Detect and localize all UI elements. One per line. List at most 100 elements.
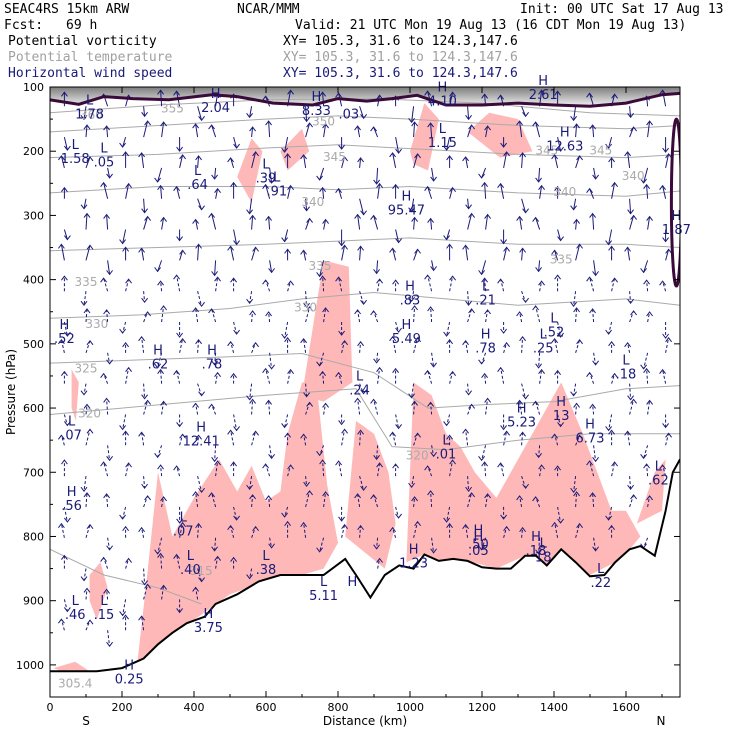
wind-barb: [268, 216, 271, 230]
wind-barb-head: [249, 310, 256, 316]
hl-value: 1.78: [75, 107, 104, 122]
wind-barb-head: [157, 464, 164, 470]
wind-barb-head: [144, 495, 151, 501]
wind-barb: [338, 277, 343, 292]
wind-barb-head: [281, 333, 288, 339]
wind-barb-head: [554, 274, 561, 280]
wind-barb: [485, 214, 489, 230]
wind-barb: [485, 309, 489, 323]
wind-barb-head: [624, 341, 631, 348]
wind-barb-head: [411, 305, 418, 311]
wind-barb-head: [538, 184, 545, 191]
wind-barb: [195, 587, 199, 600]
hl-value: 1.15: [428, 136, 457, 151]
wind-barb-head: [122, 430, 129, 436]
wind-barb-head: [284, 336, 291, 343]
wind-barb-head: [103, 493, 110, 499]
valid-time: Valid: 21 UTC Mon 19 Aug 13 (16 CDT Mon …: [295, 18, 687, 33]
wind-barb: [214, 167, 217, 179]
wind-barb: [323, 219, 327, 230]
wind-barb-head: [211, 546, 218, 552]
wind-barb: [160, 281, 163, 292]
stratosphere-band: [50, 87, 680, 107]
wind-barb: [197, 106, 203, 121]
wind-barb-head: [230, 556, 237, 562]
wind-barb: [373, 399, 379, 415]
wind-barb-head: [532, 305, 539, 311]
wind-barb-head: [430, 451, 437, 458]
wind-barb-head: [265, 399, 272, 405]
hl-value: .46: [65, 608, 86, 623]
wind-barb-head: [157, 280, 164, 286]
hl-letter: L: [550, 312, 558, 327]
theta-label: 320: [406, 448, 429, 462]
wind-barb-head: [643, 463, 650, 469]
wind-barb: [503, 431, 508, 446]
wind-barb: [608, 414, 613, 431]
wind-barb: [500, 463, 505, 477]
hl-value: .50: [468, 537, 489, 552]
wind-barb-head: [643, 183, 650, 190]
wind-barb-head: [64, 235, 71, 241]
wind-barb: [107, 445, 111, 461]
wind-barb-head: [535, 363, 542, 369]
wind-barb: [161, 122, 165, 138]
wind-barb-head: [497, 182, 504, 189]
wind-barb-head: [519, 335, 526, 342]
wind-barb-head: [576, 338, 583, 345]
wind-barb-head: [500, 514, 507, 520]
wind-barb: [665, 337, 670, 353]
y-tick-label: 400: [23, 274, 44, 287]
wind-barb-head: [395, 424, 402, 430]
wind-barb-head: [86, 244, 94, 250]
wind-barb: [430, 490, 433, 507]
wind-barb: [251, 215, 254, 230]
wind-barb-head: [214, 460, 221, 466]
wind-barb-head: [284, 520, 291, 527]
y-tick-label: 800: [23, 530, 44, 543]
wind-barb: [373, 310, 379, 323]
wind-barb: [125, 558, 130, 569]
wind-barb-head: [573, 402, 580, 408]
hl-letter: L: [72, 594, 80, 609]
wind-barb: [357, 214, 361, 230]
wind-barb-head: [446, 243, 453, 249]
wind-barb: [377, 183, 381, 199]
wind-barb: [359, 106, 365, 119]
wind-barb: [573, 476, 577, 493]
hl-letter: H: [60, 318, 70, 333]
wind-barb: [430, 402, 433, 415]
wind-barb-head: [605, 240, 612, 246]
wind-barb: [106, 493, 109, 507]
wind-barb: [446, 136, 451, 151]
wind-barb-head: [532, 121, 539, 127]
vorticity-region-4: [71, 369, 79, 421]
wind-barb-head: [319, 275, 326, 281]
wind-barb-head: [395, 513, 402, 519]
wind-barb: [519, 311, 523, 323]
wind-barb: [323, 403, 327, 415]
wind-barb: [269, 445, 273, 459]
wind-barb-head: [535, 549, 542, 555]
hl-letter: L: [597, 562, 605, 577]
hl-value: .24: [349, 383, 370, 398]
wind-barb-head: [208, 212, 215, 218]
wind-barb-head: [665, 336, 672, 343]
wind-barb-head: [322, 307, 329, 313]
wind-barb-head: [80, 486, 88, 492]
wind-barb: [539, 465, 543, 477]
wind-barb-head: [100, 461, 107, 467]
wind-barb: [611, 462, 616, 477]
wind-barb: [643, 445, 649, 459]
wind-barb-head: [370, 126, 377, 132]
hl-letter: H: [517, 401, 527, 416]
wind-barb-head: [80, 204, 88, 210]
wind-barb-head: [430, 362, 437, 368]
wind-barb-head: [233, 143, 240, 149]
wind-barb: [485, 398, 489, 415]
wind-barb: [627, 247, 631, 261]
theta-contour-340: [50, 185, 680, 197]
wind-barb-head: [659, 184, 666, 191]
wind-barb-head: [249, 398, 256, 404]
wind-barb-head: [319, 370, 326, 376]
